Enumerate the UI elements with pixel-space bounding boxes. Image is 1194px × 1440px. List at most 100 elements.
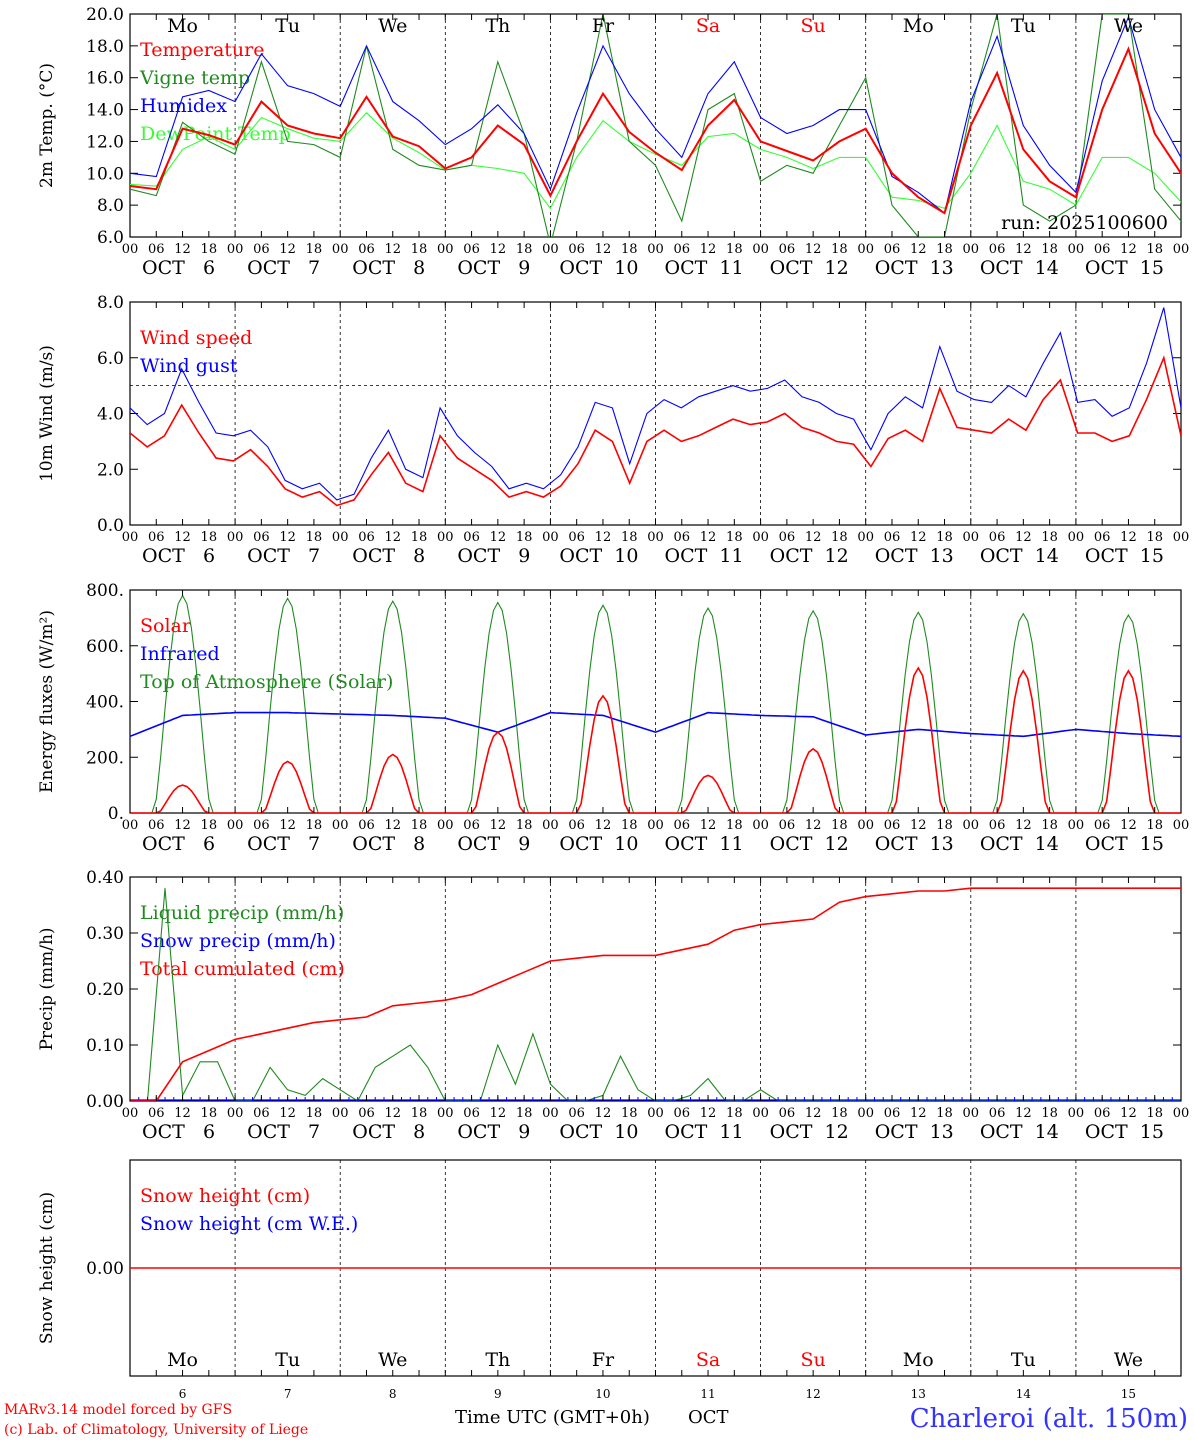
x-hour-label: 12 [700,530,717,545]
x-date-label: OCT 7 [247,257,320,279]
x-hour-label: 18 [306,1106,323,1121]
x-hour-label: 00 [542,530,559,545]
x-hour-label: 06 [989,242,1006,257]
x-hour-label: 18 [726,1106,743,1121]
x-hour-label: 18 [411,242,428,257]
footer-station: Charleroi (alt. 150m) [910,1404,1188,1434]
x-hour-label: 00 [122,242,139,257]
footer-month: OCT [688,1407,729,1428]
x-hour-label: 00 [963,818,980,833]
x-hour-label: 06 [568,530,585,545]
x-hour-label: 00 [437,530,454,545]
day-name-label: We [1114,15,1143,37]
x-date-label: OCT 10 [559,1121,638,1143]
x-hour-label: 18 [726,242,743,257]
x-hour-label: 00 [857,242,874,257]
y-tick-label: 16.0 [86,69,124,89]
panel-snow: 0.00 Snow height (cm) Snow height (cm) Snow… [37,1159,1182,1401]
x-hour-label: 18 [516,1106,533,1121]
y-tick-label: 800. [86,581,124,601]
x-date-label: OCT 15 [1085,1121,1164,1143]
x-date-label: OCT 13 [875,1121,954,1143]
x-hour-label: 18 [936,242,953,257]
day-name-label: Fr [592,1349,615,1371]
x-hour-label: 06 [253,530,270,545]
x-date-label: OCT 7 [247,1121,320,1143]
x-date-label: OCT 10 [559,833,638,855]
x-hour-label: 06 [779,1106,796,1121]
y-tick-label: 4.0 [97,405,124,425]
x-hour-label: 06 [989,818,1006,833]
x-hour-label: 18 [1041,1106,1058,1121]
x-date-label: OCT 11 [665,1121,744,1143]
y-tick-label: 0.10 [86,1036,124,1056]
x-hour-label: 06 [779,530,796,545]
panel-wind: 0.0 2.0 4.0 6.0 8.0 10m Wind (m/s) Wind speed W… [37,293,1189,567]
x-date-label: OCT 8 [352,833,425,855]
panel-precip: 0.00 0.10 0.20 0.30 0.40 Precip (mm/h) Liquid … [37,868,1189,1143]
x-hour-label: 12 [700,242,717,257]
x-date-label: OCT 14 [980,1121,1059,1143]
x-hour-label: 00 [647,1106,664,1121]
x-hour-label: 06 [148,242,165,257]
footer-credit: (c) Lab. of Climatology, University of L… [4,1422,308,1438]
y-tick-label: 0.00 [86,1092,124,1112]
day-name-label: Tu [275,15,300,37]
x-date-label: OCT 9 [457,545,530,567]
x-hour-label: 18 [936,1106,953,1121]
x-hour-label: 00 [647,818,664,833]
x-hour-label: 18 [726,818,743,833]
day-number-label: 13 [911,1387,926,1401]
day-name-label: We [1114,1349,1143,1371]
x-hour-label: 12 [1120,818,1137,833]
x-hour-label: 12 [174,818,191,833]
x-hour-label: 12 [384,242,401,257]
y-tick-label: 10.0 [86,164,124,184]
x-hour-label: 18 [1146,818,1163,833]
legend-entry: Solar [140,615,192,637]
panel-frame [129,589,1182,814]
series-line-total-cumulated [130,887,1181,1101]
x-hour-label: 12 [1015,1106,1032,1121]
x-hour-label: 06 [253,818,270,833]
x-date-label: OCT 12 [770,1121,849,1143]
x-hour-label: 12 [700,1106,717,1121]
x-hour-label: 12 [1120,242,1137,257]
x-hour-label: 12 [174,530,191,545]
x-hour-label: 12 [384,818,401,833]
x-hour-label: 06 [358,242,375,257]
x-date-label: OCT 6 [142,545,215,567]
x-hour-label: 00 [1068,530,1085,545]
x-hour-label: 12 [279,818,296,833]
x-date-label: OCT 7 [247,545,320,567]
y-tick-label: 0.40 [86,868,124,888]
x-hour-label: 00 [752,1106,769,1121]
x-hour-label: 18 [516,530,533,545]
legend-entry: Total cumulated (cm) [140,958,345,980]
x-hour-label: 18 [201,1106,218,1121]
y-axis-label: Snow height (cm) [37,1192,57,1344]
x-hour-label: 06 [253,1106,270,1121]
series-group [130,14,1181,237]
x-date-label: OCT 11 [665,257,744,279]
x-hour-label: 00 [437,818,454,833]
x-hour-label: 12 [910,1106,927,1121]
x-hour-label: 12 [910,530,927,545]
series-group [130,594,1181,813]
x-hour-label: 06 [358,1106,375,1121]
x-hour-label: 06 [148,530,165,545]
x-date-label: OCT 15 [1085,545,1164,567]
x-hour-label: 18 [936,530,953,545]
x-hour-label: 18 [1041,530,1058,545]
x-hour-label: 12 [1015,818,1032,833]
x-hour-label: 00 [1173,530,1190,545]
legend-entry: Snow precip (mm/h) [140,930,336,952]
y-tick-label: 20.0 [86,5,124,25]
day-name-label: Fr [592,15,615,37]
x-hour-label: 12 [805,818,822,833]
x-date-label: OCT 12 [770,545,849,567]
day-number-label: 11 [700,1387,715,1401]
x-hour-label: 06 [884,242,901,257]
y-axis-label: 2m Temp. (°C) [37,63,57,188]
x-hour-label: 18 [1146,242,1163,257]
